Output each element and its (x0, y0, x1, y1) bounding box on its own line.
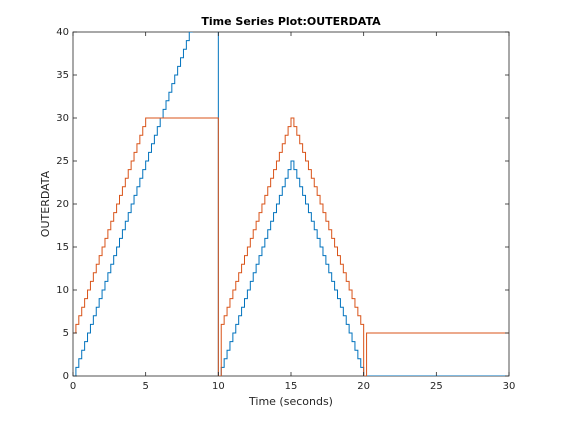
x-tick-label: 20 (357, 381, 370, 392)
x-tick-label: 15 (285, 381, 298, 392)
series-group (73, 32, 509, 376)
y-axis-label: OUTERDATA (39, 170, 52, 237)
y-tick-label: 35 (56, 70, 69, 81)
y-tick-label: 15 (56, 242, 69, 253)
y-tick-label: 40 (56, 27, 69, 38)
x-tick-label: 5 (142, 381, 148, 392)
x-tick-label: 30 (503, 381, 516, 392)
plot-area (72, 31, 510, 377)
x-tick-label: 10 (212, 381, 225, 392)
series-line (73, 32, 509, 376)
y-tick-label: 30 (56, 113, 69, 124)
x-tick-label: 0 (70, 381, 76, 392)
y-tick-label: 0 (63, 371, 69, 382)
y-tick-label: 10 (56, 285, 69, 296)
x-tick-label: 25 (430, 381, 443, 392)
y-tick-label: 25 (56, 156, 69, 167)
y-tick-label: 5 (63, 328, 69, 339)
y-tick-label: 20 (56, 199, 69, 210)
chart-title: Time Series Plot:OUTERDATA (201, 15, 381, 28)
x-axis-label: Time (seconds) (248, 395, 333, 408)
series-line (73, 117, 509, 376)
